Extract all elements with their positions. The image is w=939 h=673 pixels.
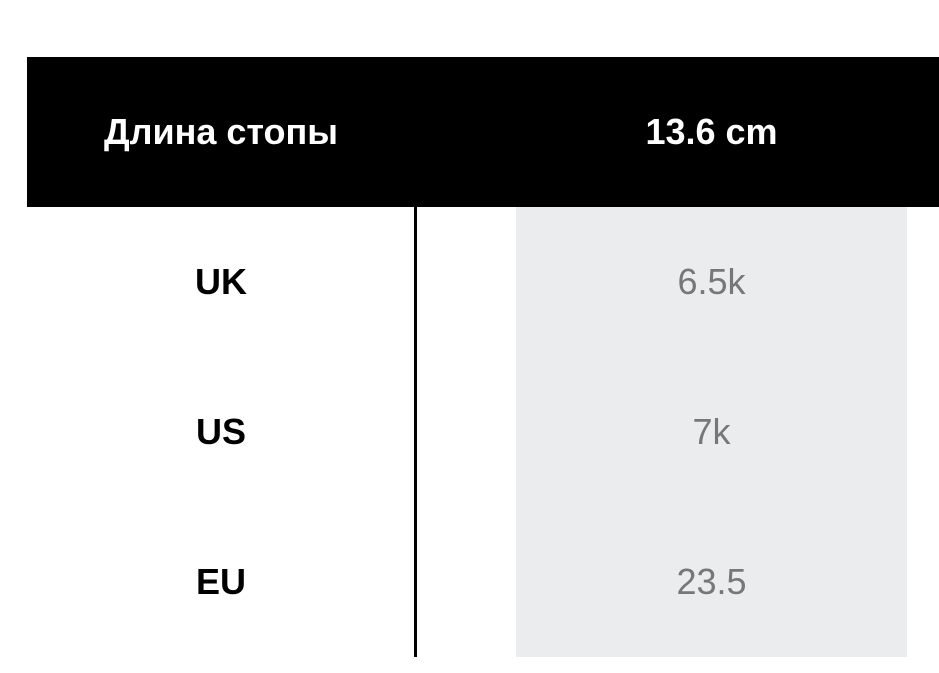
table-row: US 7k bbox=[27, 357, 907, 507]
size-system-label: EU bbox=[195, 561, 246, 602]
table-row: UK 6.5k bbox=[27, 207, 907, 357]
table-row: EU 23.5 bbox=[27, 507, 907, 657]
table-header: Длина стопы 13.6 cm bbox=[27, 57, 939, 207]
size-system-label: US bbox=[195, 411, 246, 452]
size-value: 7k bbox=[692, 411, 731, 452]
foot-length-value: 13.6 cm bbox=[645, 111, 778, 152]
size-system-label: UK bbox=[195, 261, 247, 302]
size-value: 6.5k bbox=[677, 261, 746, 302]
values-column-background bbox=[516, 207, 907, 657]
size-value: 23.5 bbox=[676, 561, 747, 602]
column-divider bbox=[414, 207, 417, 657]
foot-length-label: Длина стопы bbox=[103, 111, 339, 152]
